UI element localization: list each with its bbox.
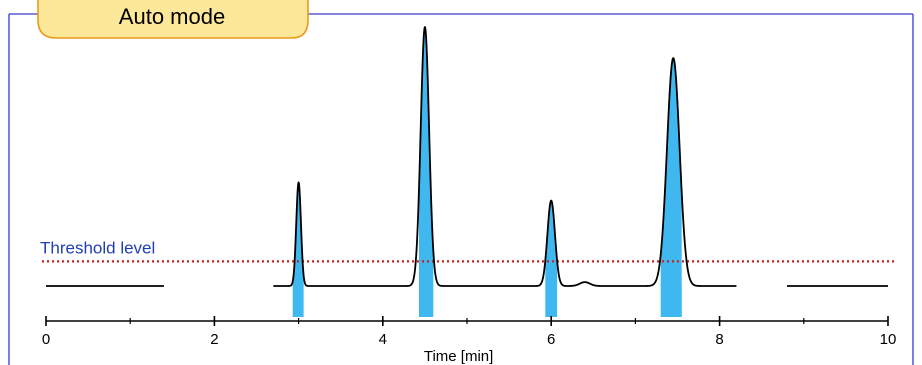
- peak-area-3: [545, 200, 558, 286]
- x-tick-label-10: 10: [880, 331, 897, 348]
- peak-band-5: [660, 286, 682, 317]
- chromatogram-trace: [45, 26, 889, 287]
- trace-segment-2: [272, 26, 737, 287]
- x-axis-title: Time [min]: [424, 348, 493, 365]
- x-tick-label-6: 6: [547, 331, 555, 348]
- mode-badge-box: [37, 0, 309, 39]
- threshold-label: Threshold level: [40, 238, 155, 257]
- x-tick-label-2: 2: [210, 331, 218, 348]
- peak-band-3: [545, 286, 558, 317]
- x-axis: 0 2 4 6 8 10: [42, 316, 897, 348]
- integrated-peak-areas: [292, 27, 682, 317]
- x-tick-label-8: 8: [715, 331, 723, 348]
- peak-area-5: [660, 58, 682, 286]
- mode-badge: Auto mode: [37, 0, 309, 39]
- x-tick-label-0: 0: [42, 331, 50, 348]
- panel-frame: [8, 13, 914, 365]
- x-tick-label-4: 4: [379, 331, 387, 348]
- peak-band-2: [419, 286, 434, 317]
- mode-badge-label: Auto mode: [119, 4, 225, 29]
- threshold: Threshold level: [40, 238, 894, 263]
- peak-area-2: [419, 27, 434, 286]
- peak-band-1: [292, 286, 304, 317]
